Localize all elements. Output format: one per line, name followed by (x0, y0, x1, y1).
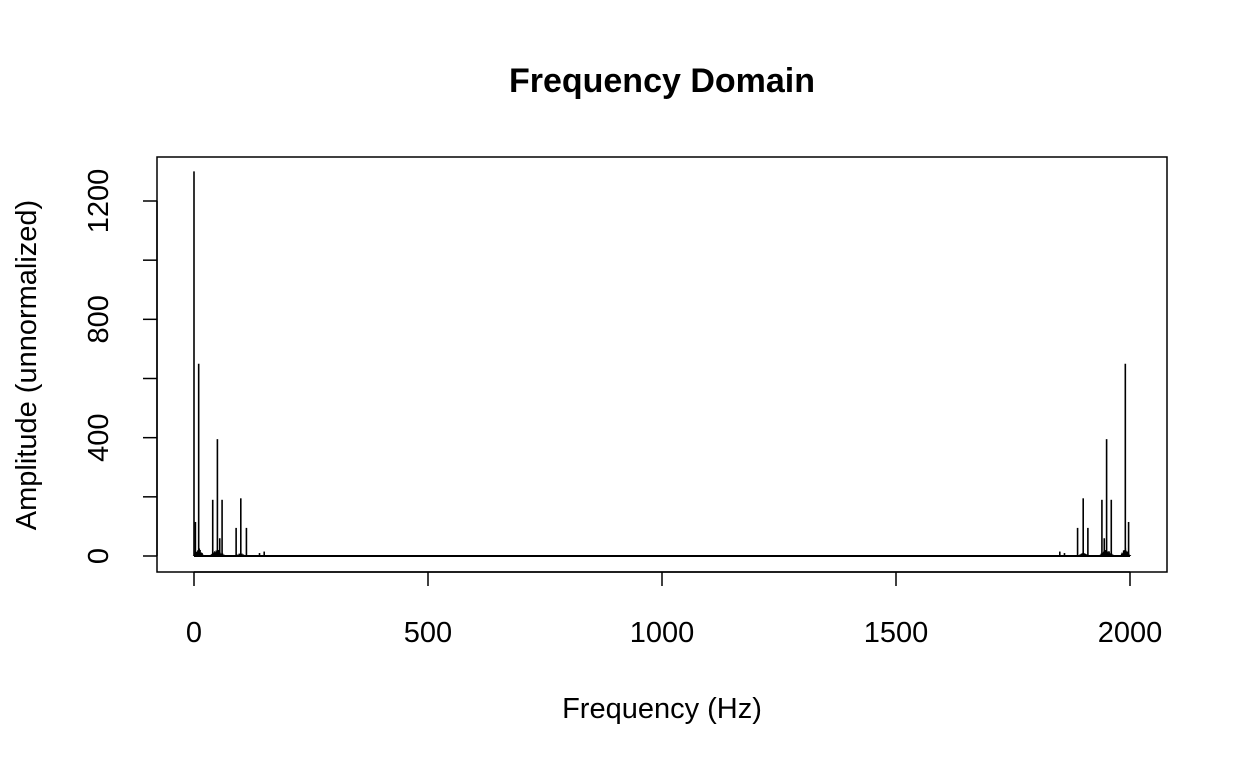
y-tick-label: 800 (83, 295, 115, 343)
y-tick-label: 400 (83, 413, 115, 461)
spectrum-series (192, 171, 1132, 557)
y-tick-label: 1200 (83, 169, 115, 234)
y-tick-label: 0 (83, 548, 115, 564)
x-tick-label: 500 (404, 617, 452, 649)
chart-title: Frequency Domain (509, 62, 815, 100)
x-tick-label: 0 (186, 617, 202, 649)
y-axis: 0 400 800 1200 (83, 169, 158, 564)
plot-frame (156, 156, 1168, 573)
x-tick-label: 2000 (1098, 617, 1163, 649)
x-tick-label: 1000 (630, 617, 695, 649)
x-tick-label: 1500 (864, 617, 929, 649)
x-axis: 0 500 1000 1500 2000 (186, 571, 1163, 649)
x-axis-label: Frequency (Hz) (562, 693, 762, 725)
y-axis-label: Amplitude (unnormalized) (11, 200, 43, 530)
